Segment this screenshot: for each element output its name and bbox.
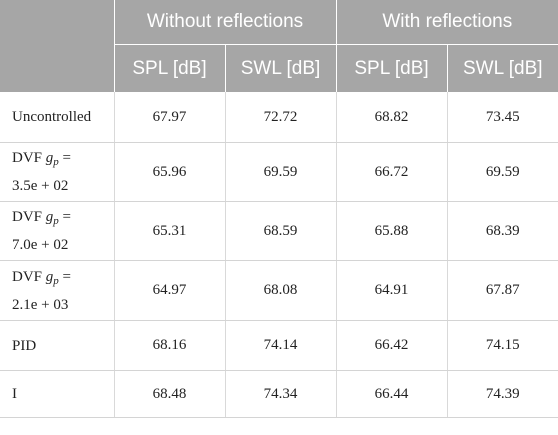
row-label: DVF gp = 7.0e + 02	[0, 201, 115, 261]
equals-sign: =	[62, 150, 71, 166]
row-label: Uncontrolled	[0, 92, 115, 143]
header-with-reflections: With reflections	[336, 0, 558, 45]
cell-spl-with: 68.82	[336, 92, 448, 143]
row-label: DVF gp = 2.1e + 03	[0, 260, 115, 321]
header-spl-without: SPL [dB]	[114, 44, 226, 92]
cell-swl-with: 69.59	[447, 142, 558, 202]
cell-swl-without: 68.59	[225, 201, 337, 261]
cell-swl-without: 74.34	[225, 370, 337, 418]
cell-spl-without: 68.48	[114, 370, 226, 418]
cell-spl-with: 65.88	[336, 201, 448, 261]
header-without-reflections: Without reflections	[114, 0, 337, 45]
table-row: Uncontrolled 67.97 72.72 68.82 73.45	[0, 92, 558, 143]
row-label: DVF gp = 3.5e + 02	[0, 142, 115, 202]
row-label-prefix: DVF	[12, 268, 43, 285]
gain-value: 3.5e + 02	[12, 178, 69, 194]
table-row: DVF gp = 3.5e + 02 65.96 69.59 66.72 69.5…	[0, 142, 558, 202]
cell-spl-without: 65.31	[114, 201, 226, 261]
cell-swl-without: 74.14	[225, 320, 337, 371]
cell-spl-without: 67.97	[114, 92, 226, 143]
cell-swl-with: 68.39	[447, 201, 558, 261]
table-row: I 68.48 74.34 66.44 74.39	[0, 370, 558, 418]
header-swl-without: SWL [dB]	[225, 44, 337, 92]
table-row: DVF gp = 7.0e + 02 65.31 68.59 65.88 68.3…	[0, 201, 558, 261]
cell-swl-with: 73.45	[447, 92, 558, 143]
cell-swl-with: 74.39	[447, 370, 558, 418]
table-row: PID 68.16 74.14 66.42 74.15	[0, 320, 558, 371]
gain-symbol: g	[45, 209, 54, 225]
equals-sign: =	[62, 268, 71, 285]
cell-swl-without: 68.08	[225, 260, 337, 321]
gain-symbol: g	[45, 268, 54, 285]
header-swl-with: SWL [dB]	[447, 44, 558, 92]
gain-symbol: g	[45, 150, 54, 166]
row-label: I	[0, 370, 115, 418]
cell-swl-without: 69.59	[225, 142, 337, 202]
header-blank-cell	[0, 0, 115, 92]
cell-swl-without: 72.72	[225, 92, 337, 143]
gain-subscript: p	[53, 156, 59, 168]
cell-spl-without: 65.96	[114, 142, 226, 202]
equals-sign: =	[62, 209, 71, 225]
gain-subscript: p	[53, 274, 59, 287]
row-label-prefix: DVF	[12, 209, 43, 225]
cell-spl-without: 68.16	[114, 320, 226, 371]
results-table: Without reflections With reflections SPL…	[0, 0, 558, 418]
cell-spl-with: 64.91	[336, 260, 448, 321]
cell-spl-without: 64.97	[114, 260, 226, 321]
gain-value: 2.1e + 03	[12, 296, 69, 313]
cell-swl-with: 67.87	[447, 260, 558, 321]
cell-spl-with: 66.72	[336, 142, 448, 202]
table-body: Uncontrolled 67.97 72.72 68.82 73.45 DVF…	[0, 92, 558, 418]
table-row: DVF gp = 2.1e + 03 64.97 68.08 64.91 67.8…	[0, 260, 558, 321]
gain-value: 7.0e + 02	[12, 237, 69, 253]
gain-subscript: p	[53, 215, 59, 227]
row-label: PID	[0, 320, 115, 371]
cell-swl-with: 74.15	[447, 320, 558, 371]
cell-spl-with: 66.44	[336, 370, 448, 418]
header-spl-with: SPL [dB]	[336, 44, 448, 92]
table-header: Without reflections With reflections SPL…	[0, 0, 558, 92]
cell-spl-with: 66.42	[336, 320, 448, 371]
row-label-prefix: DVF	[12, 150, 43, 166]
